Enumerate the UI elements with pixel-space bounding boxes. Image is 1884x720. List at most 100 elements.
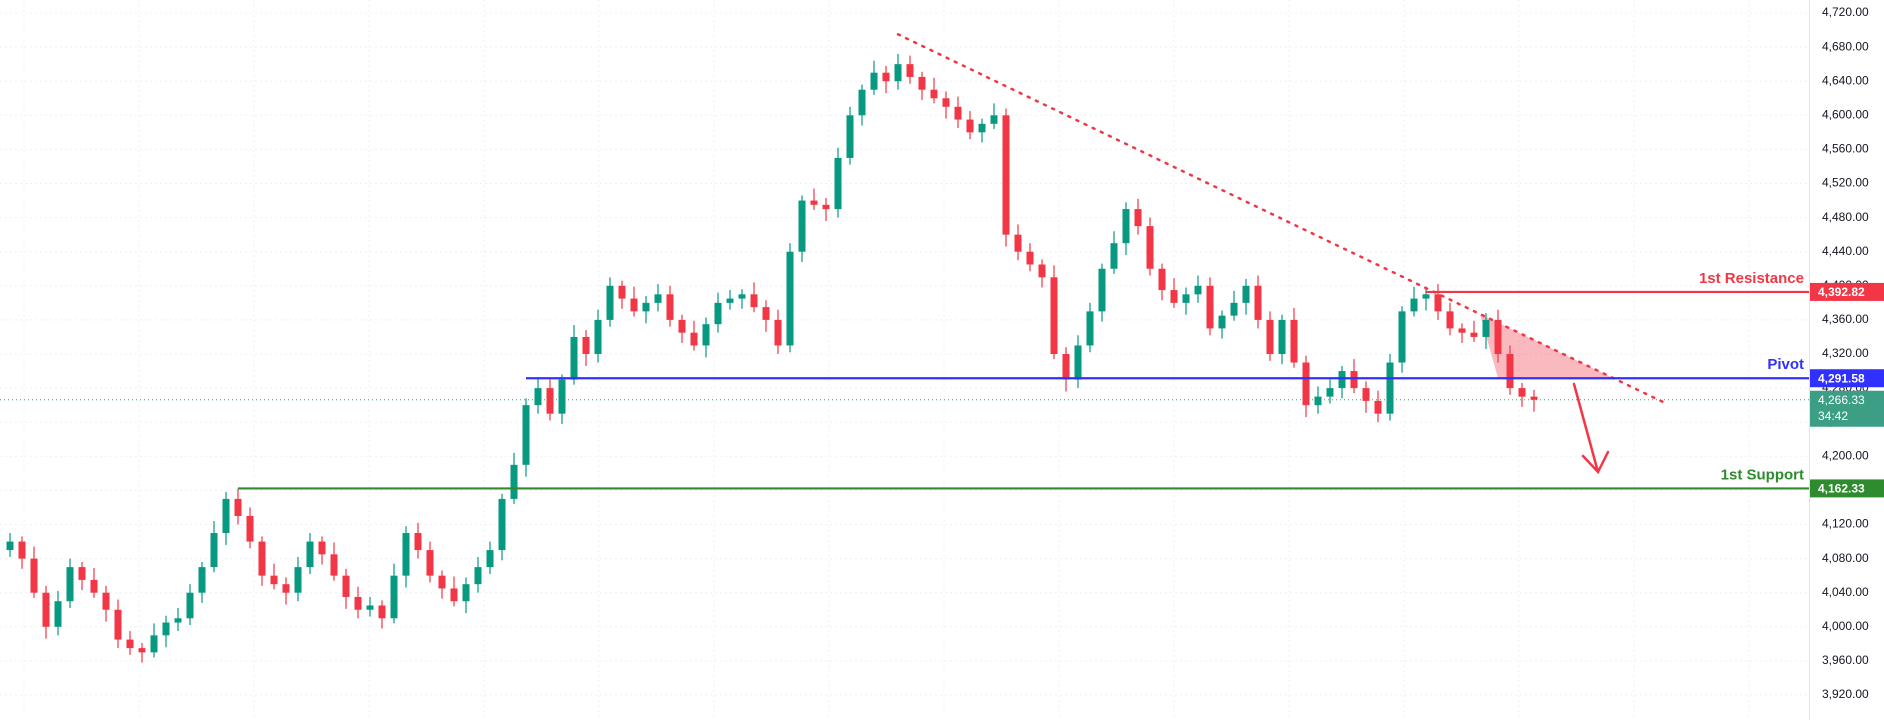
candle-body bbox=[678, 319, 686, 333]
candle-body bbox=[282, 584, 290, 593]
candle-body bbox=[258, 541, 266, 576]
candle-body bbox=[294, 567, 302, 593]
candle-body bbox=[870, 72, 878, 90]
candle-body bbox=[426, 550, 434, 576]
candle-body bbox=[630, 298, 638, 312]
candle-body bbox=[102, 592, 110, 610]
y-tick-label: 4,000.00 bbox=[1822, 619, 1869, 633]
candle-body bbox=[1026, 251, 1034, 265]
candle-body bbox=[1230, 302, 1238, 316]
candle-body bbox=[138, 648, 146, 653]
y-tick-label: 4,120.00 bbox=[1822, 517, 1869, 531]
y-tick-label: 4,320.00 bbox=[1822, 346, 1869, 360]
candle-body bbox=[366, 605, 374, 610]
candle-body bbox=[1098, 268, 1106, 312]
candle-body bbox=[174, 618, 182, 623]
candle-body bbox=[1314, 396, 1322, 406]
candle-body bbox=[486, 550, 494, 568]
candle-body bbox=[714, 302, 722, 325]
candle-body bbox=[1266, 319, 1274, 354]
candle-body bbox=[858, 89, 866, 116]
candle-body bbox=[510, 464, 518, 499]
y-tick-label: 4,480.00 bbox=[1822, 210, 1869, 224]
candle-body bbox=[234, 498, 242, 516]
candle-body bbox=[330, 554, 338, 576]
last-price-box bbox=[1810, 390, 1884, 427]
candle-body bbox=[1326, 388, 1334, 397]
candle-body bbox=[414, 533, 422, 551]
candle-body bbox=[906, 64, 914, 77]
trendline bbox=[896, 33, 1668, 405]
candle-body bbox=[558, 379, 566, 414]
candle-body bbox=[522, 405, 530, 465]
candle-body bbox=[450, 588, 458, 602]
direction-arrow bbox=[1572, 382, 1610, 475]
candle-body bbox=[1122, 209, 1130, 244]
candle-body bbox=[18, 541, 26, 559]
candle-body bbox=[1506, 354, 1514, 389]
candle-body bbox=[1386, 362, 1394, 414]
candle-body bbox=[474, 567, 482, 585]
candle-body bbox=[438, 575, 446, 589]
last-price-label: 4,266.33 bbox=[1818, 393, 1865, 407]
level-price-box bbox=[1810, 369, 1884, 388]
y-tick-label: 4,200.00 bbox=[1822, 448, 1869, 462]
candle-body bbox=[1434, 294, 1442, 312]
candle-body bbox=[726, 298, 734, 303]
candle-body bbox=[1158, 268, 1166, 291]
candle-body bbox=[798, 200, 806, 252]
candle-body bbox=[1206, 285, 1214, 329]
candle-body bbox=[834, 157, 842, 210]
level-price-label: 4,162.33 bbox=[1818, 482, 1865, 496]
candle-body bbox=[1062, 354, 1070, 380]
candle-body bbox=[1254, 285, 1262, 320]
candle-body bbox=[222, 498, 230, 534]
candle-body bbox=[1050, 277, 1058, 354]
level-price-label: 4,291.58 bbox=[1818, 371, 1865, 385]
countdown: 34:42 bbox=[1818, 409, 1848, 423]
candle-body bbox=[534, 388, 542, 406]
candle-body bbox=[1470, 332, 1478, 337]
candle-body bbox=[90, 579, 98, 593]
level-name: Pivot bbox=[1767, 356, 1804, 373]
candle-body bbox=[498, 498, 506, 551]
candle-body bbox=[186, 592, 194, 619]
level-name: 1st Support bbox=[1721, 466, 1804, 483]
candle-body bbox=[210, 533, 218, 568]
y-tick-label: 4,640.00 bbox=[1822, 73, 1869, 87]
candle-body bbox=[1146, 226, 1154, 269]
candle-body bbox=[462, 584, 470, 602]
candle-body bbox=[1410, 298, 1418, 312]
candle-body bbox=[1134, 209, 1142, 227]
candle-body bbox=[126, 639, 134, 649]
candle-body bbox=[150, 635, 158, 653]
candle-body bbox=[942, 98, 950, 107]
level-name: 1st Resistance bbox=[1699, 270, 1804, 287]
candle-body bbox=[822, 204, 830, 210]
candle-body bbox=[930, 89, 938, 99]
y-tick-label: 4,040.00 bbox=[1822, 585, 1869, 599]
y-tick-label: 4,360.00 bbox=[1822, 312, 1869, 326]
candle-body bbox=[1086, 311, 1094, 346]
candle-body bbox=[618, 285, 626, 299]
candle-body bbox=[354, 596, 362, 610]
y-tick-label: 3,960.00 bbox=[1822, 653, 1869, 667]
candle-body bbox=[786, 251, 794, 346]
candle-body bbox=[1278, 319, 1286, 354]
candle-body bbox=[1494, 319, 1502, 354]
candle-body bbox=[1074, 345, 1082, 380]
candle-body bbox=[1458, 328, 1466, 333]
candle-body bbox=[690, 332, 698, 346]
candle-body bbox=[654, 294, 662, 303]
candle-body bbox=[954, 106, 962, 120]
y-tick-label: 3,920.00 bbox=[1822, 687, 1869, 701]
candle-body bbox=[1002, 115, 1010, 235]
y-tick-label: 4,080.00 bbox=[1822, 551, 1869, 565]
candle-body bbox=[738, 294, 746, 299]
candle-body bbox=[594, 319, 602, 354]
candle-body bbox=[390, 575, 398, 619]
candle-body bbox=[6, 541, 14, 551]
candle-body bbox=[762, 307, 770, 320]
